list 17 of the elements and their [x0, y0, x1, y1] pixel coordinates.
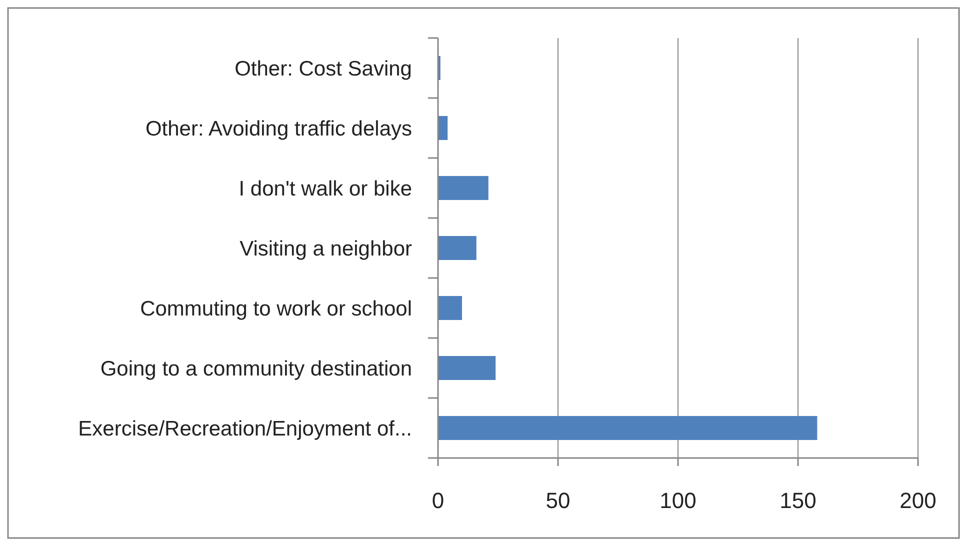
- bar: [438, 416, 818, 440]
- x-tick-label: 100: [660, 488, 696, 513]
- bar: [438, 356, 496, 380]
- bar: [438, 176, 488, 200]
- y-tick-label: Other: Avoiding traffic delays: [145, 117, 412, 140]
- y-tick-label: Visiting a neighbor: [240, 237, 412, 260]
- x-tick-label: 0: [432, 488, 444, 513]
- y-tick-label: Exercise/Recreation/Enjoyment of...: [78, 417, 412, 440]
- bar: [438, 296, 462, 320]
- y-tick-label: I don't walk or bike: [238, 177, 412, 200]
- x-tick-label: 200: [900, 488, 936, 513]
- x-tick-label: 150: [780, 488, 816, 513]
- y-tick-label: Commuting to work or school: [140, 297, 412, 320]
- bar: [438, 236, 476, 260]
- y-tick-label: Other: Cost Saving: [234, 57, 412, 80]
- y-tick-label: Going to a community destination: [100, 357, 412, 380]
- x-tick-label: 50: [546, 488, 570, 513]
